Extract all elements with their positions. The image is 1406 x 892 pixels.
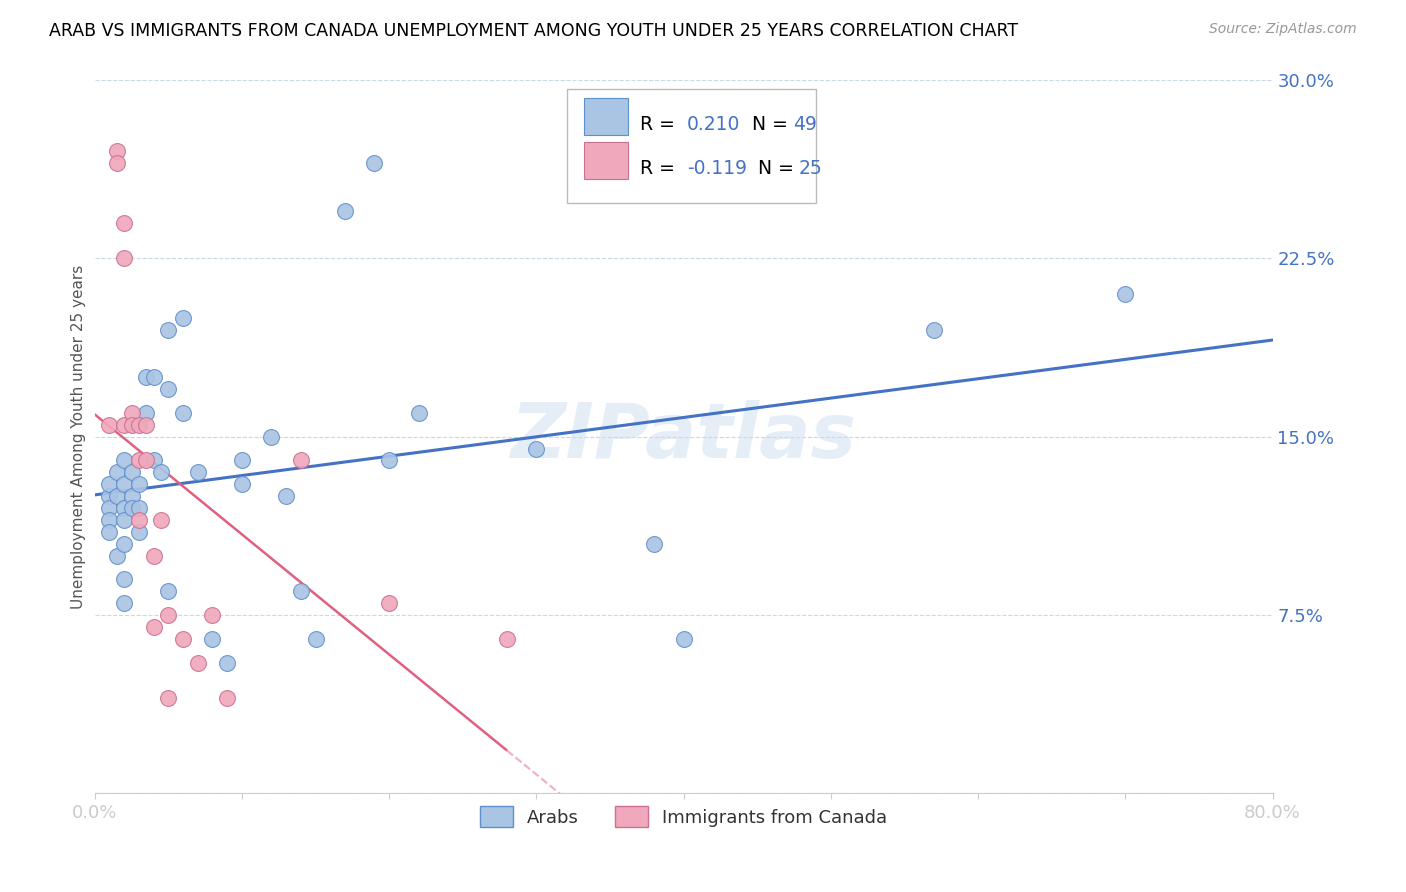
Point	[378, 453, 401, 467]
Point	[231, 477, 253, 491]
Point	[135, 406, 157, 420]
Point	[231, 453, 253, 467]
Text: R =: R =	[640, 160, 681, 178]
Point	[121, 417, 143, 432]
Point	[98, 524, 121, 539]
Point	[98, 513, 121, 527]
Point	[290, 584, 312, 599]
Point	[157, 691, 180, 706]
Point	[142, 620, 165, 634]
Point	[112, 501, 135, 516]
Point	[217, 691, 239, 706]
Point	[121, 501, 143, 516]
Point	[105, 549, 128, 563]
Point	[187, 466, 209, 480]
Point	[290, 453, 312, 467]
Point	[135, 453, 157, 467]
Text: 0.210: 0.210	[688, 114, 741, 134]
Point	[172, 632, 194, 646]
Point	[157, 382, 180, 396]
Point	[378, 596, 401, 610]
Point	[135, 417, 157, 432]
Point	[98, 477, 121, 491]
Point	[187, 656, 209, 670]
Y-axis label: Unemployment Among Youth under 25 years: Unemployment Among Youth under 25 years	[72, 265, 86, 608]
Point	[217, 656, 239, 670]
Point	[304, 632, 326, 646]
Point	[112, 572, 135, 586]
Legend: Arabs, Immigrants from Canada: Arabs, Immigrants from Canada	[472, 799, 894, 834]
Point	[112, 453, 135, 467]
Point	[260, 430, 283, 444]
Point	[128, 513, 150, 527]
Point	[363, 156, 385, 170]
Bar	[583, 142, 628, 178]
Point	[142, 453, 165, 467]
Text: R =: R =	[640, 114, 681, 134]
Point	[157, 607, 180, 622]
Point	[201, 607, 224, 622]
Point	[142, 549, 165, 563]
Point	[105, 156, 128, 170]
Point	[172, 406, 194, 420]
Text: N =: N =	[740, 114, 794, 134]
Point	[112, 417, 135, 432]
Point	[128, 417, 150, 432]
Point	[274, 489, 297, 503]
Point	[121, 466, 143, 480]
Point	[1114, 287, 1136, 301]
Point	[157, 584, 180, 599]
Point	[922, 323, 945, 337]
Point	[142, 370, 165, 384]
Point	[135, 370, 157, 384]
Point	[128, 477, 150, 491]
Point	[149, 466, 172, 480]
Point	[112, 477, 135, 491]
Point	[672, 632, 695, 646]
Point	[112, 216, 135, 230]
Point	[526, 442, 548, 456]
Text: ARAB VS IMMIGRANTS FROM CANADA UNEMPLOYMENT AMONG YOUTH UNDER 25 YEARS CORRELATI: ARAB VS IMMIGRANTS FROM CANADA UNEMPLOYM…	[49, 22, 1018, 40]
Text: 49: 49	[793, 114, 817, 134]
Point	[112, 513, 135, 527]
Point	[112, 252, 135, 266]
Point	[201, 632, 224, 646]
Point	[149, 513, 172, 527]
Text: N =: N =	[747, 160, 800, 178]
Text: ZIPatlas: ZIPatlas	[510, 400, 856, 474]
Point	[105, 489, 128, 503]
Point	[643, 536, 665, 550]
Point	[408, 406, 430, 420]
Point	[496, 632, 519, 646]
Point	[98, 489, 121, 503]
Point	[128, 524, 150, 539]
Point	[105, 145, 128, 159]
Text: Source: ZipAtlas.com: Source: ZipAtlas.com	[1209, 22, 1357, 37]
Point	[112, 536, 135, 550]
Point	[172, 310, 194, 325]
Point	[128, 453, 150, 467]
Point	[105, 466, 128, 480]
Point	[157, 323, 180, 337]
Point	[121, 406, 143, 420]
Point	[121, 489, 143, 503]
Bar	[583, 98, 628, 135]
Text: 25: 25	[799, 160, 823, 178]
Point	[98, 417, 121, 432]
Point	[333, 203, 356, 218]
Point	[98, 501, 121, 516]
Point	[128, 501, 150, 516]
Point	[112, 596, 135, 610]
FancyBboxPatch shape	[567, 88, 815, 203]
Text: -0.119: -0.119	[688, 160, 747, 178]
